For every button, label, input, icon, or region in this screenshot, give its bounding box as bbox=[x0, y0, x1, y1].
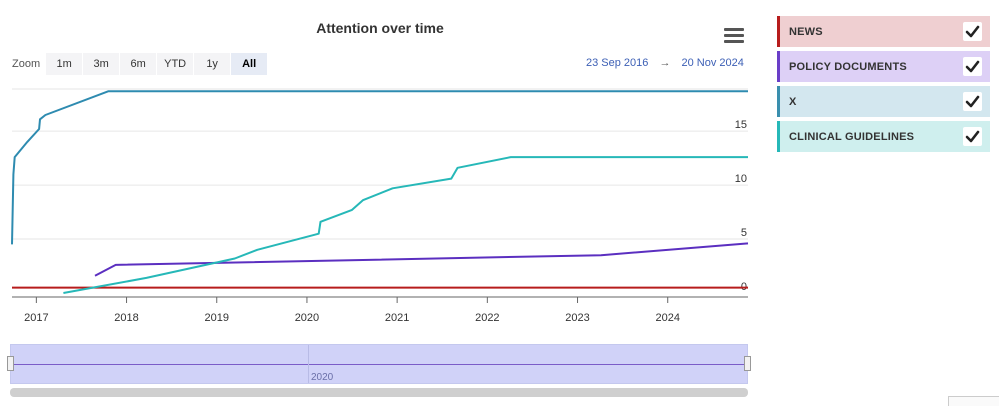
legend-label: NEWS bbox=[789, 26, 823, 38]
series-line-clinical-guidelines[interactable] bbox=[63, 156, 748, 294]
legend-label: POLICY DOCUMENTS bbox=[789, 61, 907, 73]
zoom-6m-button[interactable]: 6m bbox=[120, 53, 157, 75]
navigator-series-line bbox=[11, 364, 747, 365]
legend-item-news[interactable]: NEWS bbox=[777, 16, 990, 47]
legend-item-clinical-guidelines[interactable]: CLINICAL GUIDELINES bbox=[777, 121, 990, 152]
date-range: 23 Sep 2016 → 20 Nov 2024 bbox=[586, 57, 744, 69]
legend-label: X bbox=[789, 96, 797, 108]
zoom-bar: Zoom 1m 3m 6m YTD 1y All bbox=[12, 53, 268, 75]
navigator-divider bbox=[308, 345, 309, 383]
range-from[interactable]: 23 Sep 2016 bbox=[586, 57, 649, 69]
legend: NEWS POLICY DOCUMENTS X CLINICAL GUIDELI… bbox=[777, 16, 990, 156]
x-tick-label: 2020 bbox=[295, 312, 319, 324]
zoom-ytd-button[interactable]: YTD bbox=[157, 53, 194, 75]
navigator[interactable]: 2020 bbox=[7, 344, 751, 384]
window-corner bbox=[948, 396, 999, 406]
legend-label: CLINICAL GUIDELINES bbox=[789, 131, 915, 143]
zoom-1y-button[interactable]: 1y bbox=[194, 53, 231, 75]
range-arrow: → bbox=[659, 57, 671, 69]
x-tick-label: 2019 bbox=[205, 312, 229, 324]
x-tick-label: 2018 bbox=[114, 312, 138, 324]
checkmark-icon[interactable] bbox=[963, 57, 982, 76]
navigator-year-label: 2020 bbox=[311, 372, 334, 383]
y-tick-label: 10 bbox=[735, 173, 747, 185]
chart-title: Attention over time bbox=[316, 20, 444, 36]
checkmark-icon[interactable] bbox=[963, 127, 982, 146]
x-tick-label: 2022 bbox=[475, 312, 499, 324]
range-to[interactable]: 20 Nov 2024 bbox=[681, 57, 744, 69]
legend-item-policy-documents[interactable]: POLICY DOCUMENTS bbox=[777, 51, 990, 82]
zoom-label: Zoom bbox=[12, 58, 41, 70]
zoom-3m-button[interactable]: 3m bbox=[83, 53, 120, 75]
zoom-all-button[interactable]: All bbox=[231, 53, 268, 75]
legend-item-x[interactable]: X bbox=[777, 86, 990, 117]
chart-menu-icon[interactable] bbox=[724, 28, 744, 44]
navigator-right-handle[interactable] bbox=[744, 356, 751, 371]
navigator-scrollbar[interactable] bbox=[10, 388, 748, 397]
checkmark-icon[interactable] bbox=[963, 92, 982, 111]
series-line-x[interactable] bbox=[11, 90, 748, 245]
zoom-1m-button[interactable]: 1m bbox=[46, 53, 83, 75]
x-tick-label: 2021 bbox=[385, 312, 409, 324]
x-tick-label: 2024 bbox=[655, 312, 679, 324]
y-tick-label: 15 bbox=[735, 119, 747, 131]
series-line-policy-documents[interactable] bbox=[94, 242, 749, 277]
checkmark-icon[interactable] bbox=[963, 22, 982, 41]
x-tick-label: 2023 bbox=[565, 312, 589, 324]
y-tick-label: 5 bbox=[741, 227, 747, 239]
x-tick-label: 2017 bbox=[24, 312, 48, 324]
navigator-left-handle[interactable] bbox=[7, 356, 14, 371]
